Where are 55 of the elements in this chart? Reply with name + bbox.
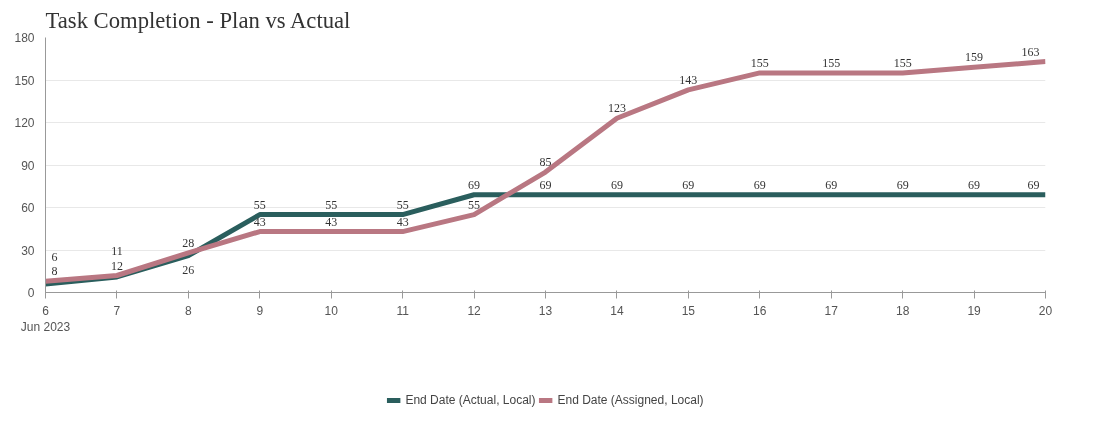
x-tick-label: 15 bbox=[681, 303, 696, 318]
x-tick-label: 8 bbox=[185, 303, 193, 318]
data-label: 28 bbox=[182, 235, 195, 250]
data-label: 69 bbox=[682, 177, 695, 192]
data-label: 55 bbox=[396, 197, 409, 212]
data-label: 159 bbox=[965, 50, 984, 65]
data-label: 155 bbox=[822, 55, 841, 70]
data-label: 55 bbox=[325, 197, 338, 212]
y-tick-label: 180 bbox=[14, 31, 35, 45]
x-tick-label: 11 bbox=[396, 303, 410, 318]
data-label: 123 bbox=[607, 101, 626, 116]
x-tick-label: 14 bbox=[610, 303, 624, 318]
y-tick-label: 30 bbox=[21, 243, 35, 258]
data-label: 8 bbox=[51, 264, 58, 279]
data-label: 69 bbox=[610, 177, 623, 192]
data-label: 69 bbox=[539, 177, 552, 192]
y-tick-label: 90 bbox=[21, 158, 35, 173]
data-label: 163 bbox=[1021, 44, 1040, 59]
x-tick-label: 20 bbox=[1038, 303, 1053, 318]
data-label: 155 bbox=[893, 55, 912, 70]
data-label: 143 bbox=[679, 72, 698, 87]
legend-label: End Date (Assigned, Local) bbox=[557, 392, 704, 407]
data-label: 69 bbox=[468, 177, 481, 192]
y-tick-label: 120 bbox=[14, 116, 35, 130]
x-tick-label: 12 bbox=[467, 303, 482, 318]
x-tick-label: 16 bbox=[753, 303, 767, 318]
x-tick-label: 7 bbox=[113, 303, 121, 318]
x-tick-label: 13 bbox=[538, 303, 553, 318]
x-tick-label: 6 Jun 2023 bbox=[20, 303, 71, 335]
data-label: 69 bbox=[753, 177, 766, 192]
data-label: 43 bbox=[396, 214, 409, 229]
x-tick-label: 10 bbox=[324, 303, 339, 318]
data-label: 69 bbox=[968, 177, 981, 192]
data-label: 26 bbox=[182, 262, 195, 277]
data-label: 155 bbox=[750, 55, 769, 70]
y-tick-label: 0 bbox=[27, 286, 35, 300]
data-label: 43 bbox=[253, 214, 266, 229]
x-tick-label: 9 bbox=[256, 303, 264, 318]
chart-title: Task Completion - Plan vs Actual bbox=[45, 7, 351, 33]
y-tick-label: 150 bbox=[14, 73, 35, 88]
data-label: 55 bbox=[253, 197, 266, 212]
y-tick-label: 60 bbox=[21, 201, 35, 215]
data-label: 55 bbox=[468, 197, 481, 212]
data-label: 11 bbox=[111, 244, 123, 259]
data-label: 6 bbox=[51, 250, 58, 265]
data-label: 69 bbox=[896, 177, 909, 192]
data-label: 69 bbox=[825, 177, 838, 192]
data-label: 43 bbox=[325, 214, 338, 229]
data-label: 69 bbox=[1027, 177, 1040, 192]
x-tick-label: 18 bbox=[895, 303, 910, 318]
x-tick-label: 17 bbox=[824, 303, 839, 318]
data-label: 85 bbox=[539, 155, 552, 170]
x-tick-label: 19 bbox=[967, 303, 982, 318]
legend-label: End Date (Actual, Local) bbox=[405, 392, 536, 407]
data-label: 12 bbox=[110, 258, 123, 273]
